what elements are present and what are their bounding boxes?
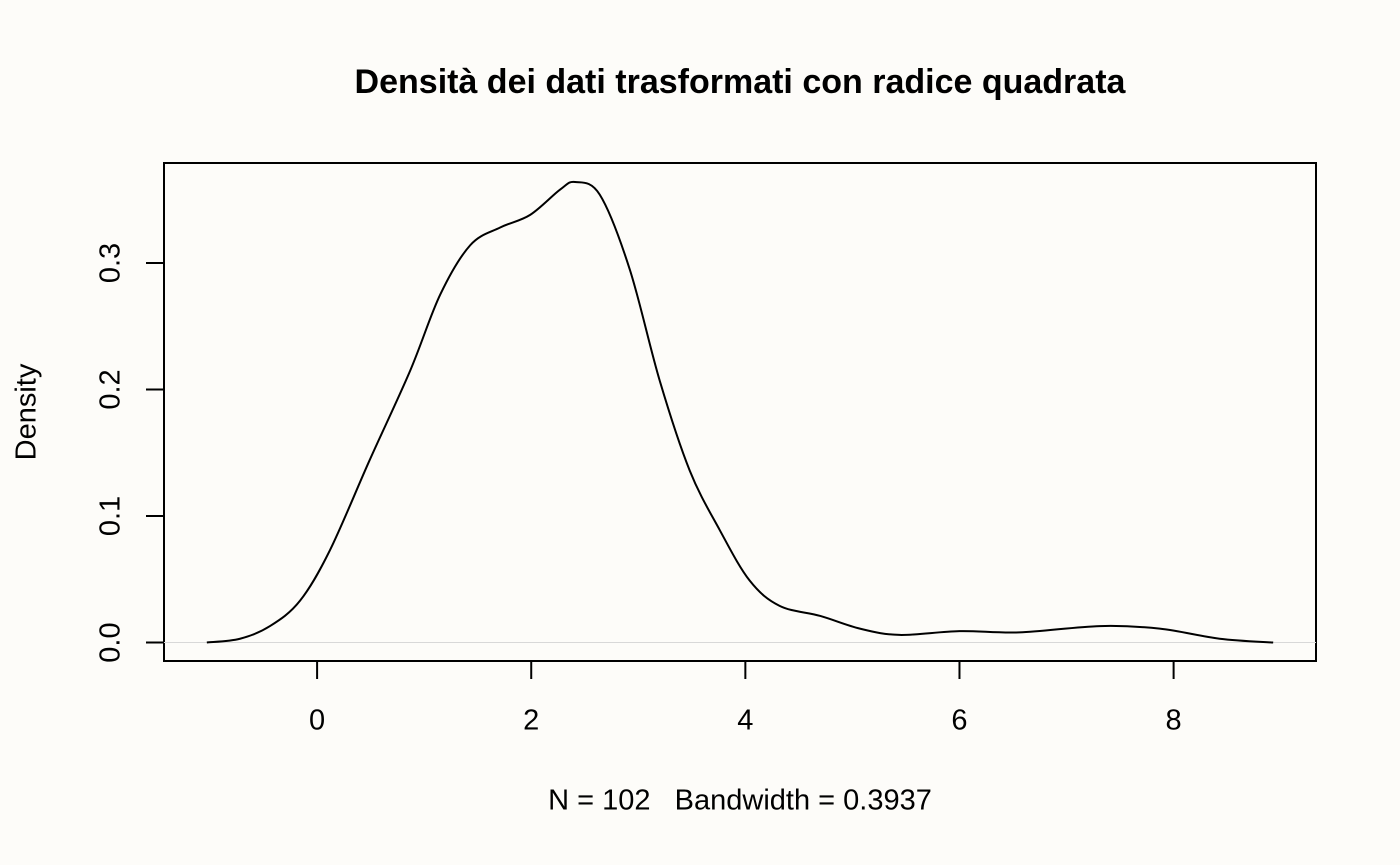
y-tick-label: 0.2: [95, 369, 127, 409]
density-line: [206, 180, 1274, 644]
y-tick-label: 0.3: [95, 243, 127, 283]
x-tick-label: 8: [1166, 705, 1182, 737]
x-tick-label: 0: [309, 705, 325, 737]
x-tick-label: 6: [951, 705, 967, 737]
plot-frame: [163, 162, 1317, 662]
chart-title: Densità dei dati trasformati con radice …: [355, 63, 1127, 101]
x-axis-label: N = 102 Bandwidth = 0.3937: [548, 785, 932, 817]
x-tick-label: 2: [523, 705, 539, 737]
y-axis-label: Density: [11, 363, 43, 460]
y-tick-label: 0.0: [95, 622, 127, 662]
y-tick-label: 0.1: [95, 496, 127, 536]
x-tick-label: 4: [737, 705, 753, 737]
